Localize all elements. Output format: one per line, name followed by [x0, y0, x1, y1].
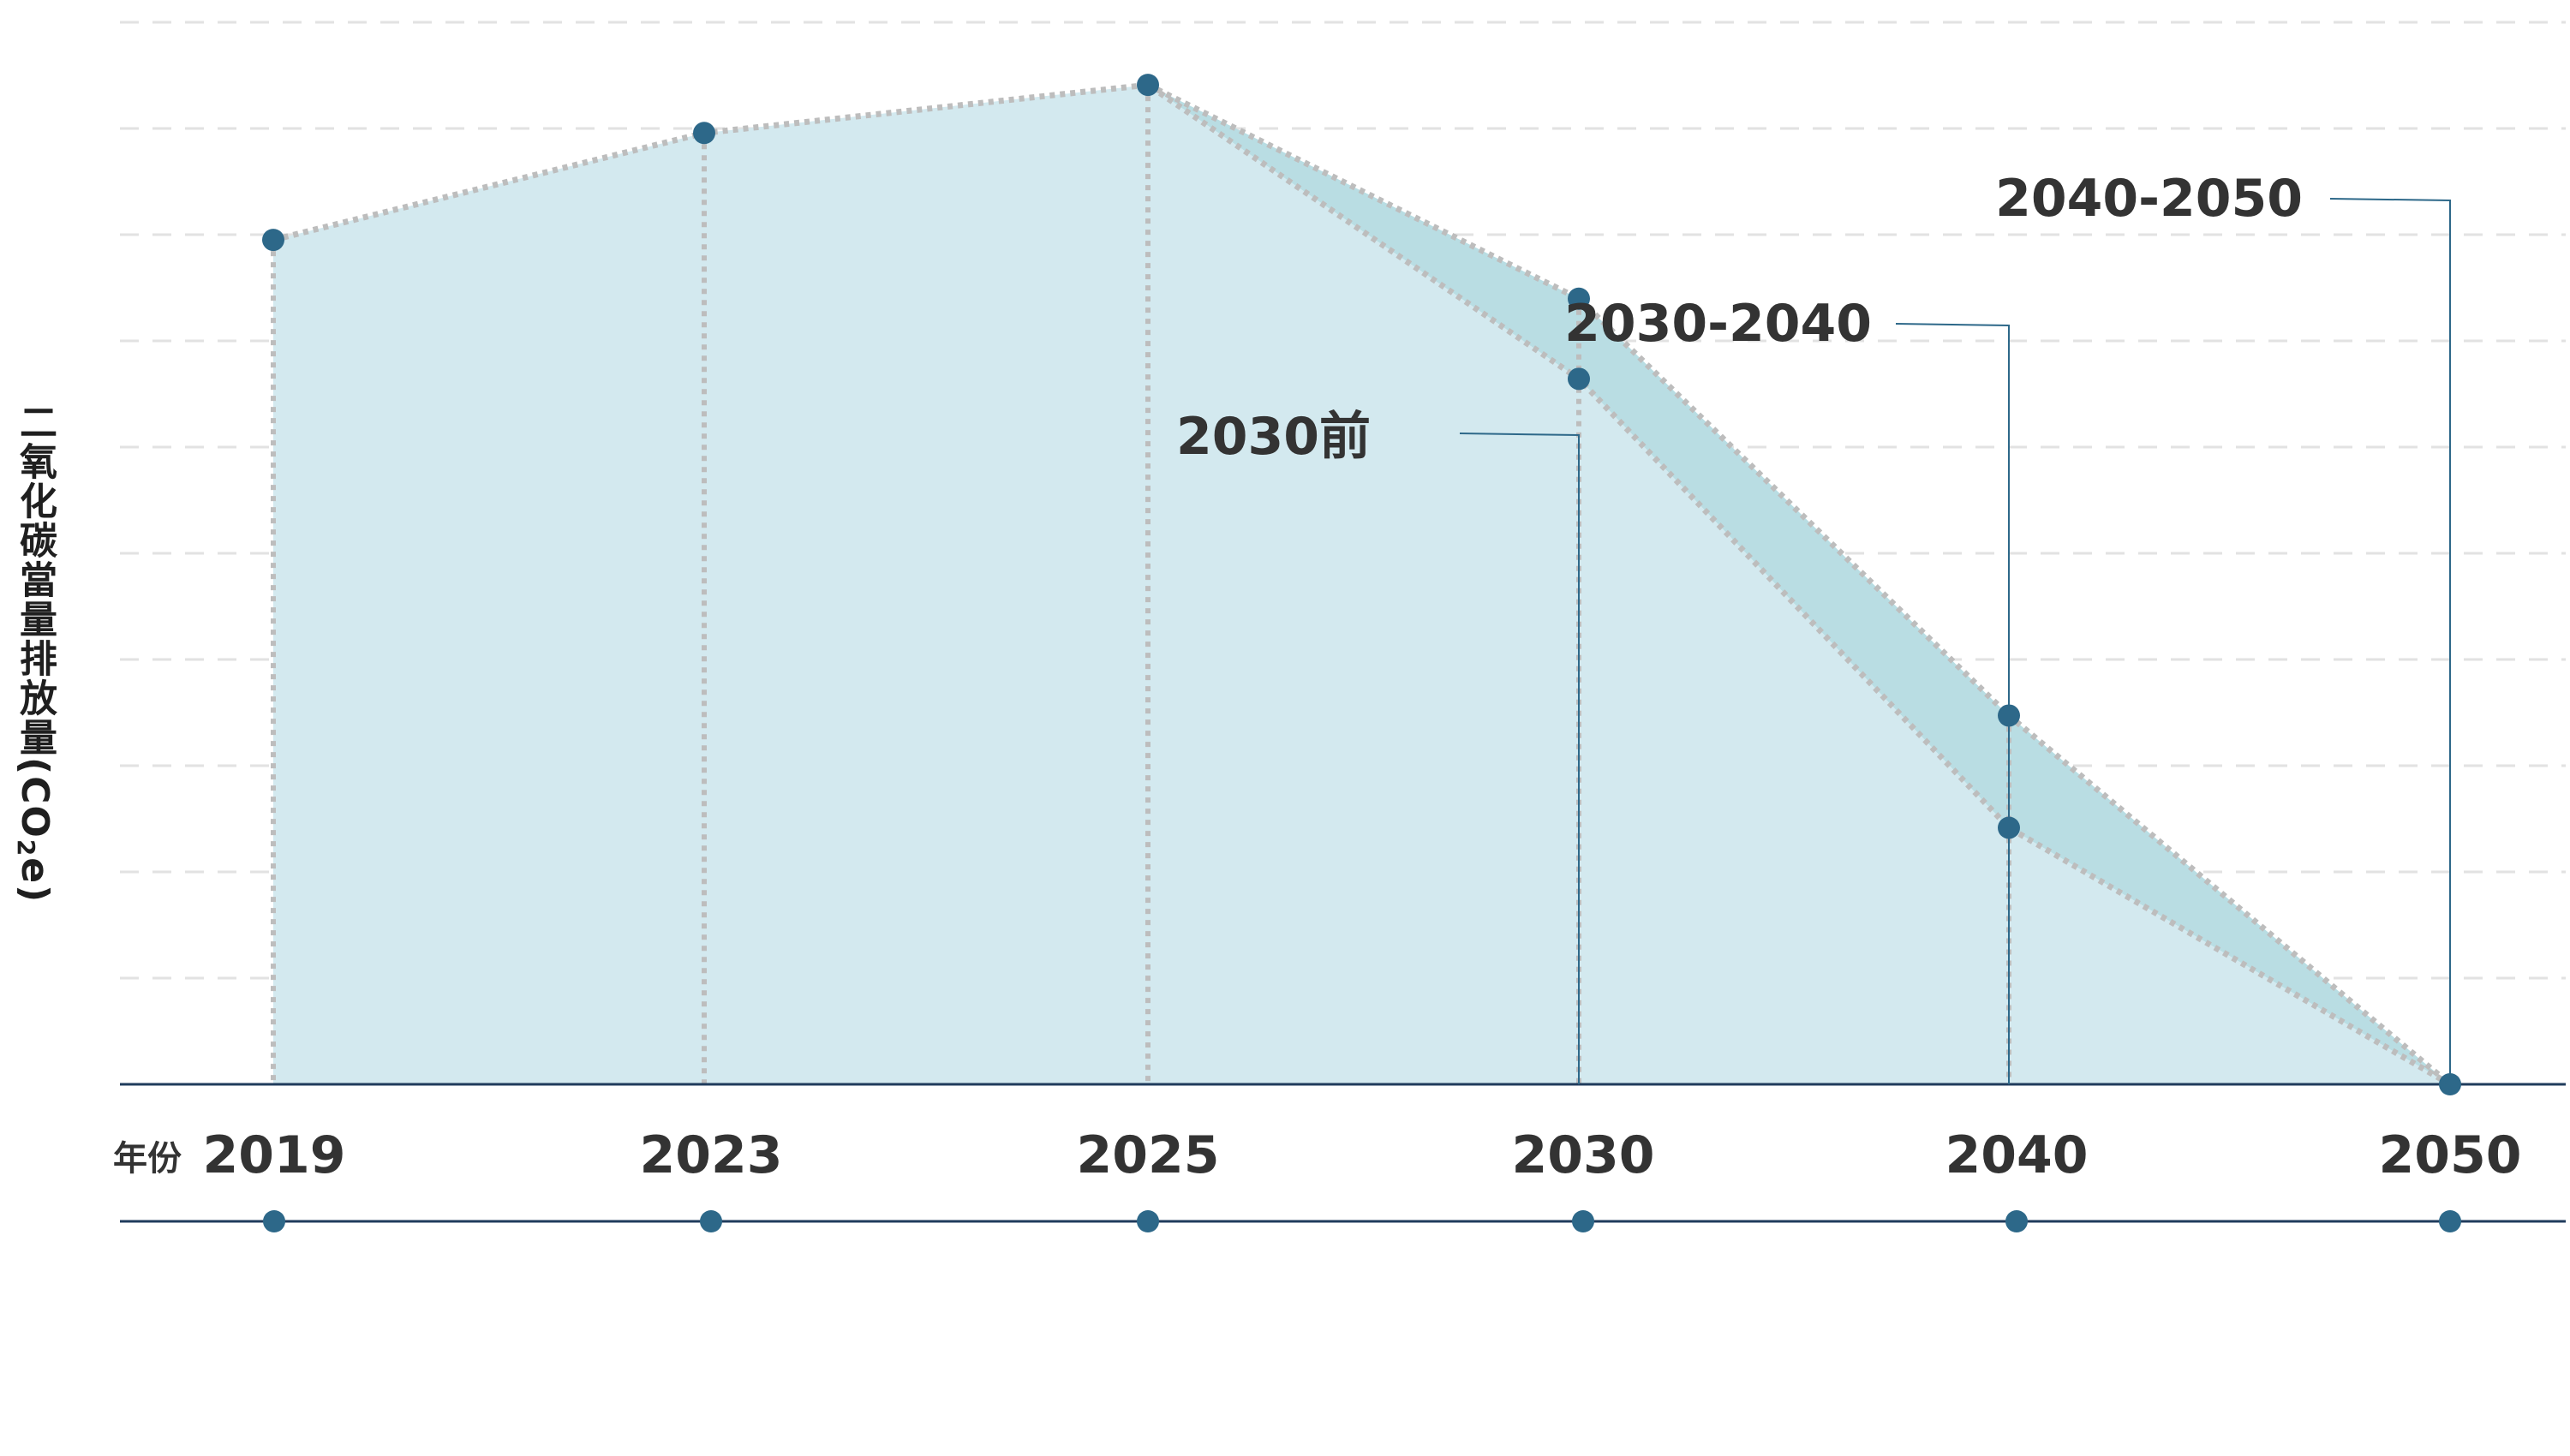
data-points	[262, 74, 2461, 1095]
area-band-range	[1148, 85, 2450, 1085]
series-line-2	[1146, 81, 2453, 1087]
point-series1-2025	[1137, 74, 1159, 97]
timeline-dot-2023	[700, 1210, 722, 1232]
timeline-dot-2040	[2005, 1210, 2028, 1232]
areas	[273, 85, 2450, 1085]
y-axis-label: 二氧化碳當量排放量(CO2e)	[12, 403, 62, 904]
timeline-dot-2030	[1572, 1210, 1594, 1232]
x-tick-2023: 2023	[640, 1125, 783, 1185]
annotation-label-3: 2040-2050	[1995, 169, 2303, 229]
series-line-1	[272, 81, 2452, 1088]
point-series1-2040	[1998, 816, 2020, 839]
annotation-label-1: 2030前	[1176, 407, 1371, 467]
annotation-leader-3	[2329, 198, 2451, 1084]
timeline	[120, 1210, 2566, 1232]
annotation-labels: 2030前 2030-2040 2040-2050	[1176, 169, 2303, 467]
point-series1-2030	[1568, 367, 1590, 391]
y-axis-label-subscript: 2	[12, 838, 41, 858]
x-tick-2030: 2030	[1512, 1125, 1655, 1185]
timeline-dot-2025	[1137, 1210, 1159, 1232]
x-tick-2019: 2019	[203, 1125, 346, 1185]
annotation-label-2: 2030-2040	[1564, 294, 1872, 354]
y-axis-label-main: 二氧化碳當量排放量(CO	[13, 403, 57, 839]
point-series1-2023	[693, 122, 715, 145]
y-axis-label-tail: e)	[13, 857, 57, 904]
x-axis-label: 年份	[113, 1139, 182, 1179]
timeline-dot-2050	[2439, 1210, 2461, 1232]
point-series1-2019	[262, 229, 284, 252]
area-main	[273, 85, 2450, 1085]
timeline-dot-2019	[263, 1210, 285, 1232]
annotation-leader-1	[1459, 433, 1580, 1084]
point-series2-2040	[1998, 704, 2020, 727]
x-tick-2040: 2040	[1945, 1125, 2089, 1185]
series-lines	[272, 81, 2453, 1088]
x-tick-labels: 2019 2023 2025 2030 2040 2050	[203, 1125, 2522, 1185]
x-tick-2050: 2050	[2379, 1125, 2522, 1185]
point-series2-2030	[1568, 287, 1590, 310]
point-series2-2050	[2439, 1073, 2461, 1095]
x-tick-2025: 2025	[1077, 1125, 1220, 1185]
